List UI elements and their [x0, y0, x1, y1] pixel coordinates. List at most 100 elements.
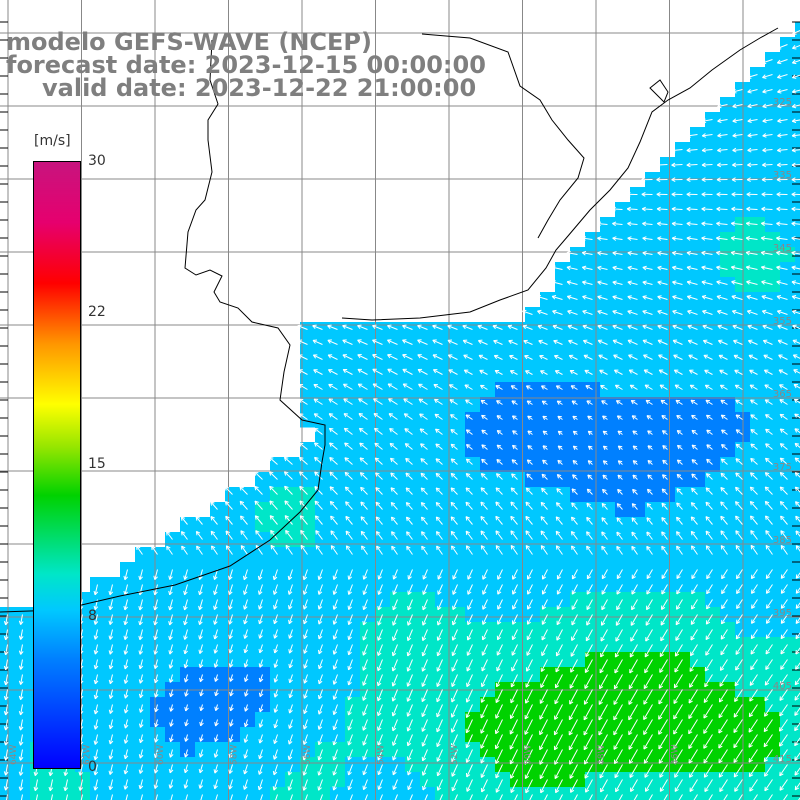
- wind-arrow-head: [745, 266, 750, 271]
- wind-arrow-head: [645, 622, 650, 626]
- wind-arrow-head: [432, 369, 437, 374]
- wind-arrow-head: [511, 473, 516, 476]
- wind-cell: [780, 202, 796, 218]
- wind-arrow: [372, 368, 383, 375]
- wind-arrow-head: [124, 636, 129, 641]
- wind-arrow-head: [407, 637, 412, 642]
- wind-arrow: [358, 398, 368, 405]
- wind-arrow-head: [496, 473, 501, 476]
- wind-arrow: [435, 487, 443, 495]
- wind-arrow: [702, 149, 713, 152]
- wind-cell: [600, 292, 616, 308]
- wind-arrow-head: [228, 634, 231, 639]
- wind-arrow: [677, 459, 683, 465]
- wind-arrow: [597, 296, 608, 300]
- wind-arrow-head: [765, 500, 770, 504]
- wind-cell: [615, 517, 631, 533]
- wind-arrow-head: [390, 502, 393, 507]
- wind-arrow-head: [285, 544, 290, 548]
- wind-arrow: [184, 629, 188, 640]
- wind-cell: [645, 172, 661, 188]
- wind-arrow-head: [718, 340, 722, 344]
- wind-arrow: [764, 369, 773, 375]
- wind-cell: [510, 427, 526, 443]
- wind-cell: [765, 547, 781, 563]
- wind-arrow-head: [762, 103, 767, 108]
- wind-cell: [630, 307, 646, 323]
- wind-arrow: [762, 59, 773, 64]
- wind-arrow-head: [436, 545, 441, 549]
- wind-arrow: [447, 339, 458, 345]
- wind-arrow-head: [747, 118, 752, 122]
- wind-cell: [615, 247, 631, 263]
- wind-arrow-head: [780, 428, 785, 431]
- wind-arrow-head: [720, 444, 724, 449]
- wind-cell: [270, 532, 286, 548]
- wind-arrow-head: [402, 325, 406, 329]
- wind-cell: [615, 382, 631, 398]
- wind-arrow: [228, 584, 233, 595]
- wind-arrow-head: [686, 265, 692, 268]
- wind-cell: [585, 442, 601, 458]
- wind-arrow-head: [705, 487, 708, 492]
- wind-arrow-head: [765, 486, 770, 489]
- wind-arrow-head: [244, 606, 248, 610]
- wind-cell: [795, 712, 800, 728]
- wind-arrow: [597, 222, 608, 225]
- wind-arrow-head: [567, 309, 572, 312]
- wind-arrow-head: [686, 250, 691, 254]
- wind-arrow-head: [329, 427, 334, 430]
- wind-cell: [570, 457, 586, 473]
- wind-arrow-head: [631, 576, 636, 580]
- wind-arrow-head: [731, 222, 735, 227]
- wind-arrow-head: [732, 162, 737, 166]
- wind-arrow-head: [391, 531, 396, 534]
- wind-cell: [435, 412, 451, 428]
- wind-arrow-head: [632, 430, 637, 433]
- wind-arrow-head: [422, 622, 427, 626]
- wind-cell: [345, 427, 361, 443]
- wind-arrow: [735, 414, 743, 420]
- wind-arrow-head: [612, 266, 617, 271]
- wind-arrow: [612, 325, 623, 330]
- wind-arrow-head: [551, 280, 556, 283]
- wind-arrow-head: [566, 250, 571, 254]
- wind-arrow: [299, 456, 308, 465]
- wind-arrow: [407, 614, 413, 626]
- wind-arrow-head: [796, 545, 800, 548]
- wind-cell: [645, 322, 661, 338]
- wind-cell: [795, 112, 800, 128]
- wind-arrow-head: [540, 530, 545, 534]
- wind-arrow: [184, 569, 188, 580]
- wind-arrow-head: [676, 545, 681, 549]
- wind-arrow: [747, 74, 758, 79]
- wind-cell: [465, 322, 481, 338]
- wind-cell: [765, 112, 781, 128]
- wind-arrow-head: [347, 650, 350, 655]
- wind-arrow-head: [552, 295, 557, 297]
- wind-arrow-head: [746, 295, 751, 300]
- wind-arrow: [616, 517, 623, 525]
- wind-arrow-head: [658, 354, 662, 359]
- wind-arrow-head: [597, 325, 601, 330]
- wind-arrow-head: [780, 530, 782, 535]
- wind-arrow-head: [702, 340, 707, 344]
- wind-cell: [705, 202, 721, 218]
- wind-cell: [570, 352, 586, 368]
- wind-cell: [375, 517, 391, 533]
- wind-arrow-head: [328, 428, 332, 433]
- wind-arrow: [674, 369, 683, 375]
- wind-cell: [660, 442, 676, 458]
- wind-arrow-head: [511, 459, 514, 464]
- wind-arrow: [676, 531, 683, 540]
- wind-arrow-head: [481, 444, 486, 447]
- wind-arrow-head: [360, 516, 363, 521]
- wind-cell: [675, 442, 691, 458]
- wind-arrow: [224, 486, 233, 495]
- wind-arrow-head: [571, 606, 576, 610]
- wind-arrow: [327, 339, 338, 345]
- wind-cell: [60, 787, 76, 800]
- wind-arrow-head: [465, 487, 468, 492]
- wind-arrow-head: [760, 237, 765, 241]
- wind-arrow-head: [672, 281, 676, 285]
